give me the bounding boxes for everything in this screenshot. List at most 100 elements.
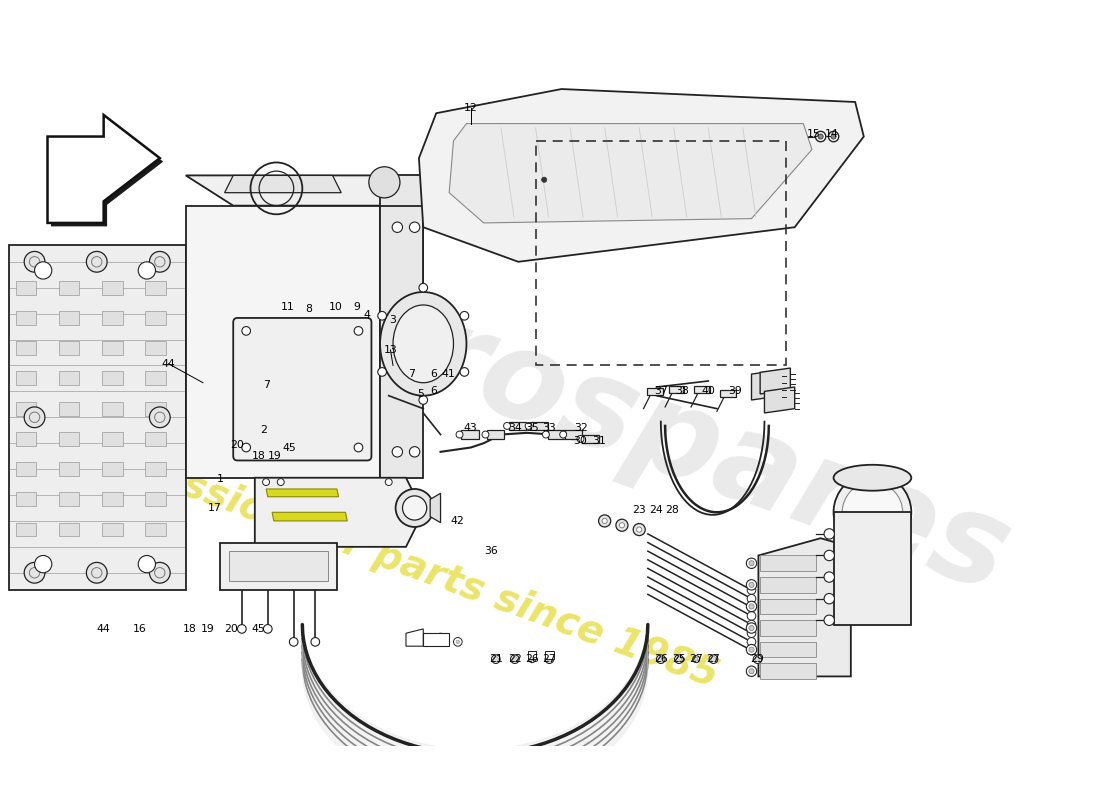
Circle shape <box>419 283 428 292</box>
Bar <box>145 522 166 537</box>
Circle shape <box>749 647 755 652</box>
Text: 42: 42 <box>451 516 464 526</box>
Bar <box>669 386 684 393</box>
Bar <box>15 432 36 446</box>
Circle shape <box>354 326 363 335</box>
Circle shape <box>150 407 170 428</box>
Polygon shape <box>255 478 424 547</box>
Circle shape <box>393 222 403 233</box>
Circle shape <box>658 657 663 662</box>
Circle shape <box>24 562 45 583</box>
Polygon shape <box>381 206 424 478</box>
Circle shape <box>139 262 155 279</box>
Circle shape <box>746 602 757 612</box>
Bar <box>15 371 36 386</box>
Bar <box>102 522 123 537</box>
Circle shape <box>263 478 270 486</box>
Bar <box>582 434 600 443</box>
Text: 39: 39 <box>728 386 743 396</box>
Text: 12: 12 <box>464 103 477 113</box>
Circle shape <box>747 638 756 646</box>
Circle shape <box>396 489 433 527</box>
Bar <box>15 522 36 537</box>
Polygon shape <box>302 620 648 798</box>
Circle shape <box>409 222 420 233</box>
Bar <box>15 462 36 476</box>
Polygon shape <box>272 512 348 521</box>
Polygon shape <box>266 489 339 497</box>
Polygon shape <box>220 542 337 590</box>
Circle shape <box>578 435 584 442</box>
Polygon shape <box>224 175 341 193</box>
Text: 5: 5 <box>417 389 425 399</box>
Circle shape <box>749 604 755 609</box>
Circle shape <box>437 634 444 642</box>
Text: 36: 36 <box>485 546 498 556</box>
Text: 20: 20 <box>224 624 239 634</box>
Bar <box>102 342 123 355</box>
Bar <box>58 342 79 355</box>
Text: 22: 22 <box>508 654 521 664</box>
Text: 44: 44 <box>162 358 175 369</box>
Bar <box>15 311 36 325</box>
Bar <box>145 342 166 355</box>
Bar <box>546 650 553 659</box>
Bar <box>15 342 36 355</box>
Circle shape <box>34 555 52 573</box>
Circle shape <box>419 396 428 404</box>
Circle shape <box>289 638 298 646</box>
Bar <box>760 642 816 658</box>
Circle shape <box>277 478 284 486</box>
Text: 4: 4 <box>364 310 371 320</box>
Text: 23: 23 <box>632 505 646 514</box>
Text: 44: 44 <box>97 624 110 634</box>
Text: eurospares: eurospares <box>242 234 1026 618</box>
FancyBboxPatch shape <box>233 318 372 461</box>
Circle shape <box>238 625 246 634</box>
Text: 9: 9 <box>353 302 360 312</box>
Text: 41: 41 <box>441 369 455 379</box>
Polygon shape <box>419 89 864 262</box>
Circle shape <box>746 558 757 569</box>
Bar <box>461 430 478 439</box>
Bar <box>145 462 166 476</box>
Polygon shape <box>764 387 794 413</box>
Bar <box>15 281 36 294</box>
Circle shape <box>542 431 549 438</box>
Text: 2: 2 <box>260 426 267 435</box>
Circle shape <box>693 656 700 662</box>
Circle shape <box>747 620 756 629</box>
Circle shape <box>674 655 683 663</box>
Polygon shape <box>406 629 424 646</box>
Circle shape <box>547 657 552 662</box>
Polygon shape <box>9 245 186 590</box>
Circle shape <box>24 251 45 272</box>
Bar <box>760 598 816 614</box>
Circle shape <box>598 515 611 527</box>
Circle shape <box>754 655 762 663</box>
Circle shape <box>439 636 442 639</box>
Circle shape <box>541 177 547 182</box>
Circle shape <box>634 523 646 536</box>
Text: 13: 13 <box>384 345 397 355</box>
Polygon shape <box>381 175 424 339</box>
Circle shape <box>815 131 826 142</box>
Polygon shape <box>229 551 328 582</box>
Circle shape <box>747 594 756 603</box>
Text: 3: 3 <box>389 314 396 325</box>
Bar <box>58 493 79 506</box>
Text: 11: 11 <box>280 302 295 312</box>
Polygon shape <box>186 175 424 206</box>
Circle shape <box>749 669 755 674</box>
Bar <box>145 432 166 446</box>
Circle shape <box>710 655 718 663</box>
Circle shape <box>368 166 400 198</box>
Bar <box>15 402 36 415</box>
Circle shape <box>824 572 835 582</box>
Circle shape <box>824 529 835 539</box>
Circle shape <box>492 655 500 663</box>
Bar <box>834 512 911 625</box>
Bar <box>760 577 816 593</box>
Text: 16: 16 <box>133 624 146 634</box>
Text: 45: 45 <box>252 624 265 634</box>
